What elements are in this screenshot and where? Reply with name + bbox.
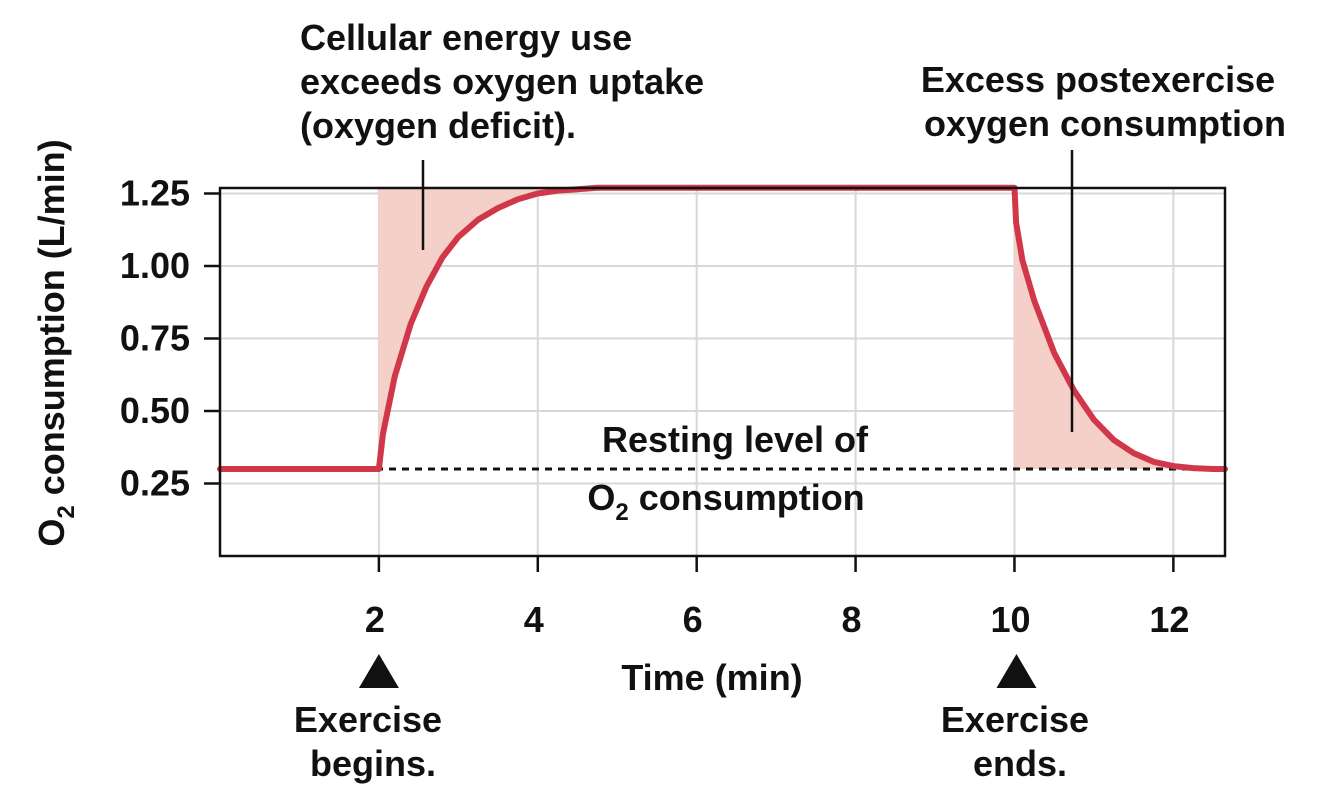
x-tick-label-8: 8 <box>842 599 862 640</box>
y-tick-label-0.75: 0.75 <box>120 318 190 359</box>
deficit-annotation-line-1: Cellular energy use <box>300 17 632 58</box>
plot-frame <box>218 186 1227 558</box>
x-tick-label-4: 4 <box>524 599 544 640</box>
resting-label-rest: consumption <box>629 477 865 518</box>
y-axis-label-subscript: 2 <box>53 505 80 518</box>
exercise-begins-line-1: Exercise <box>294 699 442 740</box>
exercise-begins-arrow-icon <box>358 654 399 688</box>
exercise-ends-line-2: ends. <box>973 743 1067 784</box>
exercise-ends-arrow-icon <box>996 654 1037 688</box>
exercise-begins-label: Exercise begins. <box>294 699 452 784</box>
epoc-annotation-line-2: oxygen consumption <box>924 103 1286 144</box>
y-axis-label-o: O <box>31 519 72 547</box>
exercise-ends-label: Exercise ends. <box>941 699 1099 784</box>
x-axis-label: Time (min) <box>621 657 802 698</box>
resting-label-o: O <box>587 477 615 518</box>
deficit-annotation-line-3: (oxygen deficit). <box>300 105 576 146</box>
resting-label-subscript: 2 <box>615 499 628 526</box>
deficit-annotation: Cellular energy use exceeds oxygen uptak… <box>300 17 714 146</box>
epoc-annotation: Excess postexercise oxygen consumption <box>921 59 1286 144</box>
epoc-annotation-line-1: Excess postexercise <box>921 59 1275 100</box>
y-axis-ticks: 0.25 0.50 0.75 1.00 1.25 <box>120 173 220 504</box>
oxygen-deficit-area <box>378 187 618 469</box>
x-axis-ticks: 2 4 6 8 10 12 <box>365 556 1189 640</box>
x-tick-label-10: 10 <box>990 599 1030 640</box>
x-tick-label-6: 6 <box>683 599 703 640</box>
y-axis-label: O2 consumption (L/min) <box>31 139 80 546</box>
exercise-ends-line-1: Exercise <box>941 699 1089 740</box>
x-tick-label-2: 2 <box>365 599 385 640</box>
y-tick-label-0.50: 0.50 <box>120 390 190 431</box>
y-tick-label-0.25: 0.25 <box>120 463 190 504</box>
resting-level-label-line-2: O2 consumption <box>587 477 864 526</box>
x-tick-label-12: 12 <box>1149 599 1189 640</box>
y-tick-label-1.00: 1.00 <box>120 245 190 286</box>
exercise-begins-line-2: begins. <box>310 743 436 784</box>
area-fills <box>378 187 1225 469</box>
epoc-area <box>1014 187 1225 469</box>
y-axis-label-rest: consumption (L/min) <box>31 139 72 505</box>
resting-level-label-line-1: Resting level of <box>602 419 869 460</box>
deficit-annotation-line-2: exceeds oxygen uptake <box>300 61 704 102</box>
y-tick-label-1.25: 1.25 <box>120 173 190 214</box>
